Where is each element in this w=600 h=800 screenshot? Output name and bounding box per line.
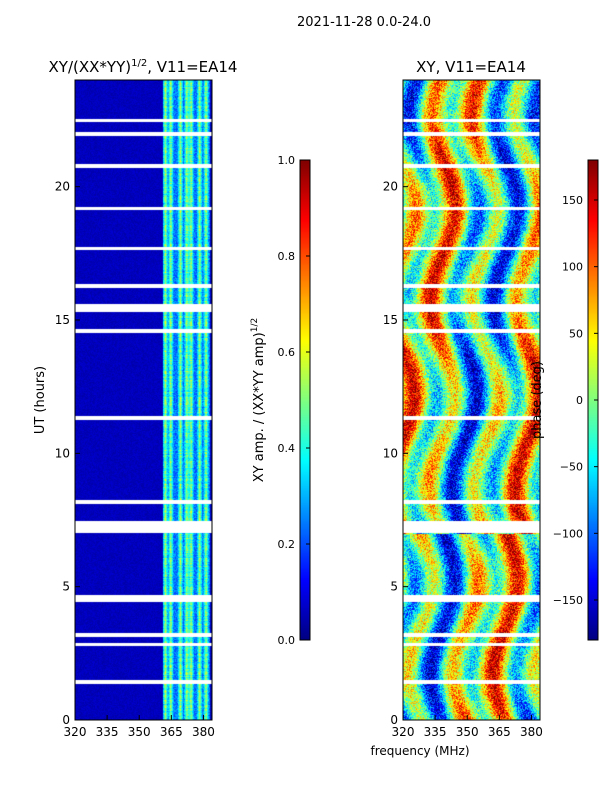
right-axes: 320 335 350 365 380 0 5 10 15 20 — [383, 180, 543, 739]
colorbar-tick-label: 0.2 — [278, 538, 296, 551]
x-tick-label: 380 — [192, 725, 215, 739]
x-tick-label: 380 — [520, 725, 543, 739]
x-tick-label: 335 — [424, 725, 447, 739]
y-tick-label: 5 — [390, 580, 398, 594]
right-colorbar-axis: −150 −100 −50 0 50 100 150 — [553, 194, 598, 607]
x-tick-label: 350 — [128, 725, 151, 739]
left-colorbar-axis: 0.0 0.2 0.4 0.6 0.8 1.0 — [278, 154, 310, 647]
colorbar-tick-label: 100 — [562, 261, 583, 274]
figure-title: 2021-11-28 0.0-24.0 — [297, 15, 431, 30]
y-tick-label: 20 — [55, 180, 70, 194]
x-tick-label: 350 — [456, 725, 479, 739]
right-heatmap[interactable] — [403, 80, 540, 720]
colorbar-tick-label: 0.6 — [278, 346, 296, 359]
left-heatmap[interactable] — [75, 80, 212, 720]
y-tick-label: 20 — [383, 180, 398, 194]
left-ylabel: UT (hours) — [33, 366, 48, 434]
y-tick-label: 15 — [55, 313, 70, 327]
x-tick-label: 365 — [160, 725, 183, 739]
y-tick-label: 15 — [383, 313, 398, 327]
colorbar-tick-label: 150 — [562, 194, 583, 207]
colorbar-tick-label: 0.4 — [278, 442, 296, 455]
left-panel-title: XY/(XX*YY)1/2, V11=EA14 — [49, 58, 238, 76]
colorbar-tick-label: 50 — [569, 327, 583, 340]
colorbar-tick-label: −50 — [560, 461, 583, 474]
y-tick-label: 10 — [383, 446, 398, 460]
left-axes: 320 335 350 365 380 0 5 10 15 20 — [55, 180, 215, 739]
colorbar-tick-label: −100 — [553, 527, 583, 540]
right-panel-title: XY, V11=EA14 — [416, 58, 526, 76]
right-colorbar — [588, 160, 598, 640]
x-tick-label: 335 — [96, 725, 119, 739]
y-tick-label: 0 — [390, 713, 398, 727]
left-colorbar — [300, 160, 310, 640]
right-plot-frame — [402, 79, 541, 721]
colorbar-tick-label: 0 — [576, 394, 583, 407]
left-colorbar-label: XY amp. / (XX*YY amp)1/2 — [250, 318, 267, 482]
y-tick-label: 0 — [62, 713, 70, 727]
shared-xlabel: frequency (MHz) — [370, 744, 469, 758]
colorbar-tick-label: −150 — [553, 594, 583, 607]
left-panel: XY/(XX*YY)1/2, V11=EA14 320 335 350 365 380 0… — [33, 58, 311, 739]
right-panel: XY, V11=EA14 320 335 350 365 380 0 5 10 15 20 −15… — [383, 58, 599, 739]
x-tick-label: 320 — [64, 725, 87, 739]
y-tick-label: 5 — [62, 580, 70, 594]
x-tick-label: 365 — [488, 725, 511, 739]
x-tick-label: 320 — [392, 725, 415, 739]
y-tick-label: 10 — [55, 446, 70, 460]
colorbar-tick-label: 1.0 — [278, 154, 296, 167]
left-plot-frame — [74, 79, 213, 721]
colorbar-tick-label: 0.0 — [278, 634, 296, 647]
right-colorbar-label: phase (deg) — [530, 361, 545, 439]
colorbar-tick-label: 0.8 — [278, 250, 296, 263]
